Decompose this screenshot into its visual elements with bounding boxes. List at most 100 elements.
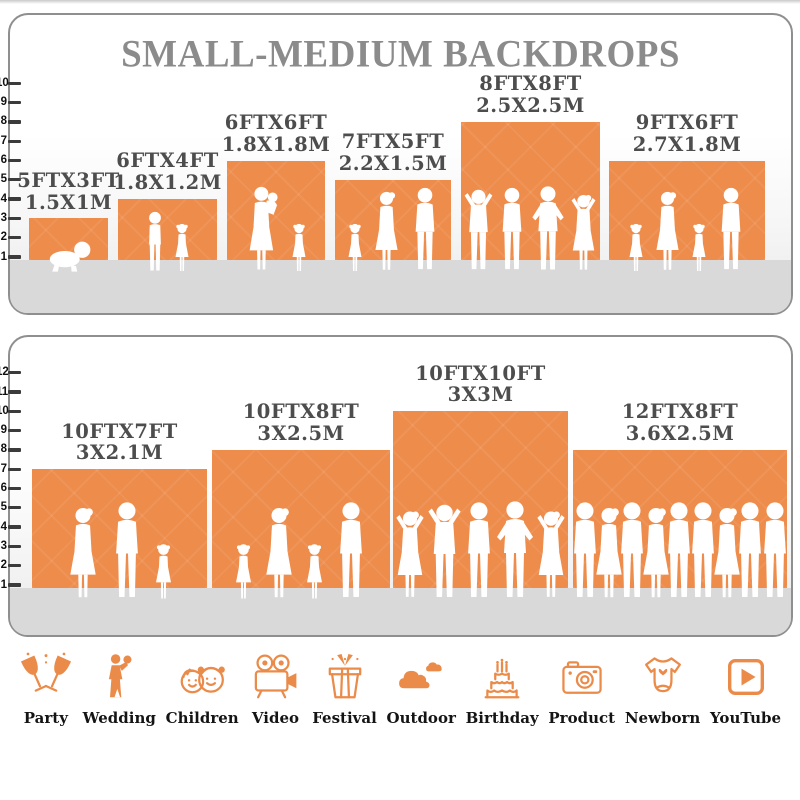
size-meters-text: 3X2.5M	[257, 422, 345, 446]
backdrop-bar-9ftx6ft	[609, 160, 765, 271]
person-woman-silhouette	[642, 507, 669, 598]
backdrop-bar-12ftx8ft	[573, 449, 787, 598]
person-woman-silhouette	[265, 507, 292, 598]
backdrop-size-label-5ftx3ft: 5FTX3FT 1.5X1M	[17, 168, 120, 214]
size-feet-text: 5FTX3FT	[17, 168, 120, 192]
ruler-number-2: 2	[0, 231, 7, 244]
category-label: Children	[165, 709, 239, 727]
person-man-silhouette	[692, 502, 715, 598]
size-meters-text: 2.2X1.5M	[338, 151, 448, 175]
category-children: Children	[166, 650, 239, 727]
category-label: Newborn	[624, 709, 701, 727]
size-feet-text: 7FTX5FT	[341, 130, 445, 154]
panel-small-backdrops: SMALL-MEDIUM BACKDROPS 1 2 3 4 5 6 7 8 9 10 5FTX3F…	[0, 13, 793, 315]
people-silhouettes-8ftx8ft	[455, 186, 606, 273]
ruler-tick-10	[8, 409, 21, 413]
size-feet-text: 10FTX7FT	[61, 419, 178, 443]
category-label: Birthday	[465, 709, 539, 727]
ruler-number-9: 9	[0, 96, 7, 109]
person-man-silhouette	[621, 502, 643, 598]
ruler-tick-6	[8, 486, 21, 491]
outdoor-icon	[399, 662, 442, 689]
ruler-number-6: 6	[0, 154, 7, 166]
category-label: Wedding	[82, 709, 156, 727]
children-icon	[180, 666, 226, 694]
size-meters-text: 3X3M	[447, 383, 514, 407]
floor-strip	[10, 260, 791, 313]
birthday-icon	[484, 658, 520, 699]
size-feet-text: 12FTX8FT	[621, 400, 739, 424]
image-top-edge	[0, 0, 800, 4]
ruler-tick-1	[8, 255, 21, 259]
ruler-tick-9	[8, 100, 21, 105]
ruler-tick-5	[8, 506, 21, 510]
ruler-tick-4	[8, 197, 21, 201]
newborn-icon	[644, 657, 681, 693]
backdrop-bar-6ftx6ft	[227, 160, 325, 271]
person-woman-up-silhouette	[537, 511, 566, 597]
category-outdoor: Outdoor	[387, 650, 456, 727]
ruler-tick-10	[8, 81, 21, 85]
ruler-tick-12	[8, 371, 21, 375]
youtube-icon	[727, 659, 764, 695]
category-youtube: YouTube	[710, 650, 781, 727]
ruler-tick-6	[8, 158, 21, 163]
size-feet-text: 8FTX8FT	[479, 72, 582, 96]
ruler-number-1: 1	[0, 578, 7, 591]
size-meters-text: 1.8X1.8M	[221, 132, 331, 156]
category-festival: Festival	[312, 650, 377, 727]
person-woman-silhouette	[714, 507, 740, 598]
ruler-tick-8	[8, 120, 21, 124]
ruler-number-7: 7	[0, 462, 7, 475]
backdrop-bar-8ftx8ft	[461, 121, 600, 270]
ruler-number-7: 7	[0, 134, 7, 147]
people-silhouettes-10ftx7ft	[26, 502, 213, 601]
ruler-tick-7	[8, 139, 21, 143]
ruler-tick-4	[8, 525, 21, 529]
ruler-number-4: 4	[0, 192, 7, 205]
category-newborn: Newborn	[625, 650, 700, 727]
person-man-silhouette	[339, 502, 362, 598]
ruler-tick-7	[8, 467, 21, 471]
backdrop-size-label-10ftx7ft: 10FTX7FT 3X2.1M	[61, 419, 178, 465]
category-birthday: Birthday	[466, 650, 539, 727]
people-silhouettes-10ftx8ft	[206, 502, 396, 601]
product-icon	[562, 661, 602, 694]
category-label: Party	[23, 709, 68, 727]
category-party: Party	[19, 650, 73, 727]
size-meters-text: 1.5X1M	[24, 190, 113, 214]
backdrop-size-label-10ftx10ft: 10FTX10FT 3X3M	[415, 361, 546, 407]
size-meters-text: 2.5X2.5M	[476, 94, 585, 118]
ruler-tick-2	[8, 564, 21, 568]
category-label: Outdoor	[386, 709, 456, 727]
ruler-number-4: 4	[0, 520, 7, 533]
ruler-number-5: 5	[0, 501, 7, 514]
size-feet-text: 10FTX8FT	[242, 400, 360, 424]
ruler-number-8: 8	[0, 443, 7, 456]
backdrop-size-label-10ftx8ft: 10FTX8FT 3X2.5M	[243, 401, 360, 445]
person-woman-silhouette	[595, 507, 622, 598]
backdrop-bar-10ftx7ft	[32, 469, 207, 599]
person-man-silhouette	[763, 502, 786, 598]
ruler-tick-9	[8, 428, 21, 433]
panel-medium-backdrops: 12345678910111210FTX7FT3X2.1M10FTX8FT3X2…	[0, 335, 793, 637]
ruler-tick-8	[8, 448, 21, 452]
category-video: Video	[248, 650, 302, 727]
ruler-number-11: 11	[0, 385, 9, 398]
ruler-number-12: 12	[0, 366, 9, 379]
ruler-number-10: 10	[0, 76, 9, 89]
ruler-number-10: 10	[0, 404, 9, 417]
size-feet-text: 6FTX6FT	[224, 110, 328, 134]
ruler-number-3: 3	[0, 211, 7, 224]
backdrop-size-label-8ftx8ft: 8FTX8FT 2.5X2.5M	[476, 73, 585, 117]
size-meters-text: 3X2.1M	[75, 441, 164, 465]
size-feet-text: 9FTX6FT	[635, 110, 739, 134]
backdrop-bar-10ftx10ft	[393, 411, 568, 598]
people-silhouettes-6ftx6ft	[221, 186, 331, 273]
size-feet-text: 10FTX10FT	[415, 361, 546, 385]
person-man-up-silhouette	[428, 504, 461, 597]
person-man-silhouette	[574, 502, 597, 598]
party-icon	[20, 652, 71, 692]
backdrop-size-label-12ftx8ft: 12FTX8FT 3.6X2.5M	[622, 401, 739, 445]
ruler-tick-11	[8, 390, 21, 394]
